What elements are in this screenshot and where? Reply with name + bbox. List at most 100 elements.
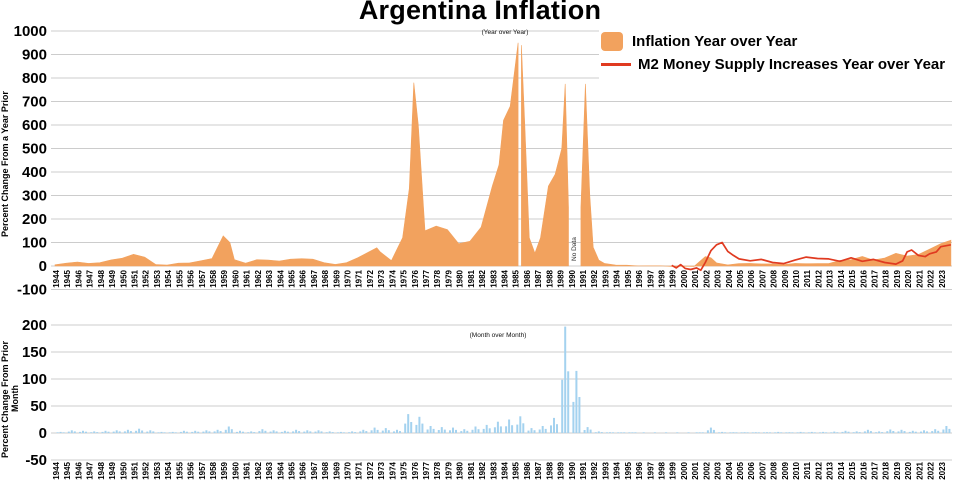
svg-text:1980: 1980	[456, 461, 465, 479]
svg-text:2015: 2015	[848, 461, 857, 479]
svg-text:2012: 2012	[815, 269, 824, 287]
svg-text:1986: 1986	[523, 461, 532, 479]
svg-text:1984: 1984	[501, 269, 510, 287]
svg-text:1979: 1979	[444, 269, 453, 287]
svg-text:1956: 1956	[187, 461, 196, 479]
svg-text:2005: 2005	[736, 269, 745, 287]
svg-text:1994: 1994	[613, 461, 622, 479]
svg-text:1944: 1944	[52, 461, 61, 479]
y-axis-label-top: Percent Change From a Year Prior	[0, 91, 10, 238]
svg-text:1949: 1949	[108, 269, 117, 287]
svg-text:1974: 1974	[388, 461, 397, 479]
svg-text:1973: 1973	[377, 461, 386, 479]
legend-item-inflation: Inflation Year over Year	[601, 32, 945, 51]
svg-text:1995: 1995	[624, 269, 633, 287]
svg-text:1955: 1955	[175, 269, 184, 287]
svg-text:1972: 1972	[366, 461, 375, 479]
svg-text:1954: 1954	[164, 461, 173, 479]
svg-text:2003: 2003	[714, 269, 723, 287]
svg-text:1997: 1997	[646, 461, 655, 479]
svg-text:1948: 1948	[97, 269, 106, 287]
svg-text:2023: 2023	[938, 269, 947, 287]
legend-label-m2: M2 Money Supply Increases Year over Year	[638, 56, 946, 73]
svg-text:1971: 1971	[355, 269, 364, 287]
y-axis-label-bottom: Percent Change From Prior Month	[0, 340, 20, 458]
svg-text:1987: 1987	[534, 269, 543, 287]
svg-text:1995: 1995	[624, 461, 633, 479]
svg-text:1977: 1977	[422, 461, 431, 479]
svg-text:2001: 2001	[691, 269, 700, 287]
svg-text:1990: 1990	[568, 269, 577, 287]
svg-text:1993: 1993	[601, 269, 610, 287]
svg-text:1991: 1991	[579, 461, 588, 479]
svg-text:1989: 1989	[557, 269, 566, 287]
svg-text:1946: 1946	[74, 269, 83, 287]
svg-text:1992: 1992	[590, 269, 599, 287]
subtitle-month-over-month: (Month over Month)	[469, 332, 527, 339]
svg-text:2005: 2005	[736, 461, 745, 479]
svg-text:2020: 2020	[904, 269, 913, 287]
svg-text:1953: 1953	[153, 269, 162, 287]
svg-text:1997: 1997	[646, 269, 655, 287]
svg-text:1953: 1953	[153, 461, 162, 479]
svg-text:2007: 2007	[758, 269, 767, 287]
svg-text:400: 400	[22, 164, 47, 181]
svg-text:-100: -100	[17, 282, 47, 299]
svg-text:2010: 2010	[792, 269, 801, 287]
svg-text:2018: 2018	[882, 269, 891, 287]
svg-text:1947: 1947	[86, 461, 95, 479]
area-swatch-icon	[601, 32, 623, 51]
svg-text:1996: 1996	[635, 269, 644, 287]
svg-text:2014: 2014	[837, 461, 846, 479]
svg-text:1965: 1965	[288, 461, 297, 479]
svg-text:1950: 1950	[119, 461, 128, 479]
svg-text:1969: 1969	[332, 461, 341, 479]
svg-text:1965: 1965	[288, 269, 297, 287]
svg-text:1963: 1963	[265, 269, 274, 287]
svg-text:200: 200	[22, 211, 47, 228]
svg-text:1952: 1952	[142, 269, 151, 287]
svg-text:2017: 2017	[871, 269, 880, 287]
svg-text:2002: 2002	[702, 461, 711, 479]
svg-text:2000: 2000	[680, 461, 689, 479]
svg-text:1946: 1946	[74, 461, 83, 479]
svg-text:2009: 2009	[781, 269, 790, 287]
svg-text:1950: 1950	[119, 269, 128, 287]
svg-text:500: 500	[22, 141, 47, 158]
svg-text:2008: 2008	[770, 461, 779, 479]
svg-text:1975: 1975	[400, 461, 409, 479]
svg-text:1964: 1964	[276, 269, 285, 287]
svg-text:1957: 1957	[198, 269, 207, 287]
svg-text:100: 100	[22, 371, 47, 388]
svg-text:0: 0	[39, 425, 47, 442]
no-data-label: No Data	[571, 237, 578, 261]
svg-text:1947: 1947	[86, 269, 95, 287]
svg-text:300: 300	[22, 188, 47, 205]
svg-text:1972: 1972	[366, 269, 375, 287]
svg-text:1980: 1980	[456, 269, 465, 287]
svg-text:2006: 2006	[747, 269, 756, 287]
svg-text:1956: 1956	[187, 269, 196, 287]
svg-text:1986: 1986	[523, 269, 532, 287]
svg-text:1973: 1973	[377, 269, 386, 287]
svg-text:1971: 1971	[355, 461, 364, 479]
svg-text:2023: 2023	[938, 461, 947, 479]
svg-text:1999: 1999	[669, 269, 678, 287]
svg-text:1985: 1985	[512, 461, 521, 479]
svg-text:2016: 2016	[859, 461, 868, 479]
svg-text:1952: 1952	[142, 461, 151, 479]
svg-text:800: 800	[22, 70, 47, 87]
svg-text:1994: 1994	[613, 269, 622, 287]
svg-text:1998: 1998	[658, 269, 667, 287]
svg-text:2019: 2019	[893, 461, 902, 479]
svg-text:1951: 1951	[131, 269, 140, 287]
svg-text:2022: 2022	[927, 269, 936, 287]
svg-text:1960: 1960	[231, 269, 240, 287]
svg-text:2010: 2010	[792, 461, 801, 479]
legend-label-inflation: Inflation Year over Year	[632, 33, 798, 50]
svg-text:1964: 1964	[276, 461, 285, 479]
svg-text:2018: 2018	[882, 461, 891, 479]
svg-text:1999: 1999	[669, 461, 678, 479]
